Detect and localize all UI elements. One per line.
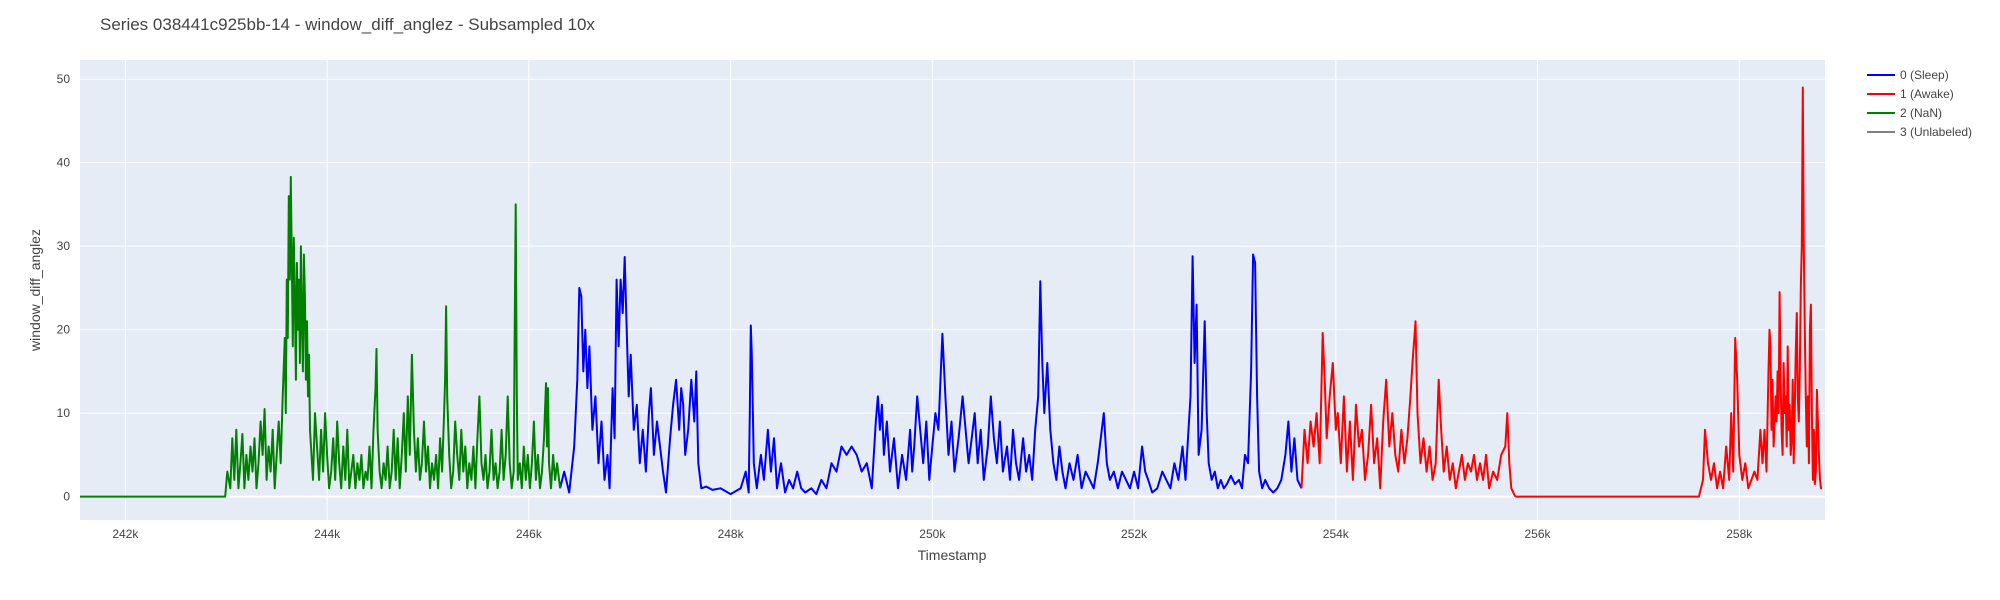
- x-tick-label: 256k: [1525, 527, 1552, 541]
- y-tick-label: 40: [57, 156, 71, 170]
- x-tick-label: 250k: [919, 527, 946, 541]
- grid: [80, 60, 1825, 520]
- y-tick-label: 30: [57, 239, 71, 253]
- x-tick-label: 246k: [516, 527, 543, 541]
- x-tick-label: 248k: [718, 527, 745, 541]
- series-line-1-0[interactable]: [1300, 320, 1517, 498]
- series-line-1-1[interactable]: [1515, 86, 1822, 498]
- y-tick-label: 20: [57, 323, 71, 337]
- legend-label[interactable]: 1 (Awake): [1900, 87, 1954, 101]
- chart-title: Series 038441c925bb-14 - window_diff_ang…: [100, 15, 595, 34]
- legend-label[interactable]: 3 (Unlabeled): [1900, 125, 1972, 139]
- series-lines: [80, 86, 1822, 498]
- x-tick-label: 252k: [1121, 527, 1148, 541]
- series-line-0-0[interactable]: [559, 253, 1303, 496]
- x-tick-label: 242k: [112, 527, 139, 541]
- y-tick-label: 0: [63, 490, 70, 504]
- y-axis-title: window_diff_anglez: [27, 229, 43, 352]
- series-line-2-0[interactable]: [80, 175, 562, 498]
- y-tick-label: 10: [57, 406, 71, 420]
- legend-label[interactable]: 2 (NaN): [1900, 106, 1942, 120]
- legend: 0 (Sleep) 1 (Awake) 2 (NaN) 3 (Unlabeled): [1867, 68, 1972, 139]
- x-tick-label: 254k: [1323, 527, 1350, 541]
- y-axis-ticks: 0 10 20 30 40 50: [57, 72, 71, 503]
- legend-label[interactable]: 0 (Sleep): [1900, 68, 1949, 82]
- x-axis-ticks: 242k 244k 246k 248k 250k 252k 254k 256k 258k: [112, 527, 1753, 541]
- x-tick-label: 244k: [314, 527, 341, 541]
- y-tick-label: 50: [57, 72, 71, 86]
- x-axis-title: Timestamp: [918, 547, 987, 563]
- x-tick-label: 258k: [1726, 527, 1753, 541]
